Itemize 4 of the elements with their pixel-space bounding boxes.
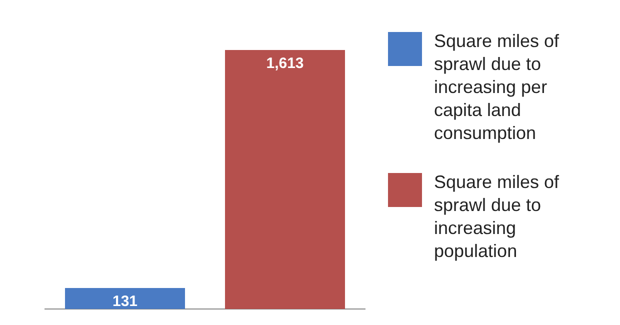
- data-label: 1,613: [266, 55, 304, 72]
- legend-label: Square miles of sprawl due to increasing population: [434, 171, 560, 263]
- legend-label: Square miles of sprawl due to increasing per capita land consumption: [434, 30, 560, 145]
- data-label: 131: [112, 293, 138, 310]
